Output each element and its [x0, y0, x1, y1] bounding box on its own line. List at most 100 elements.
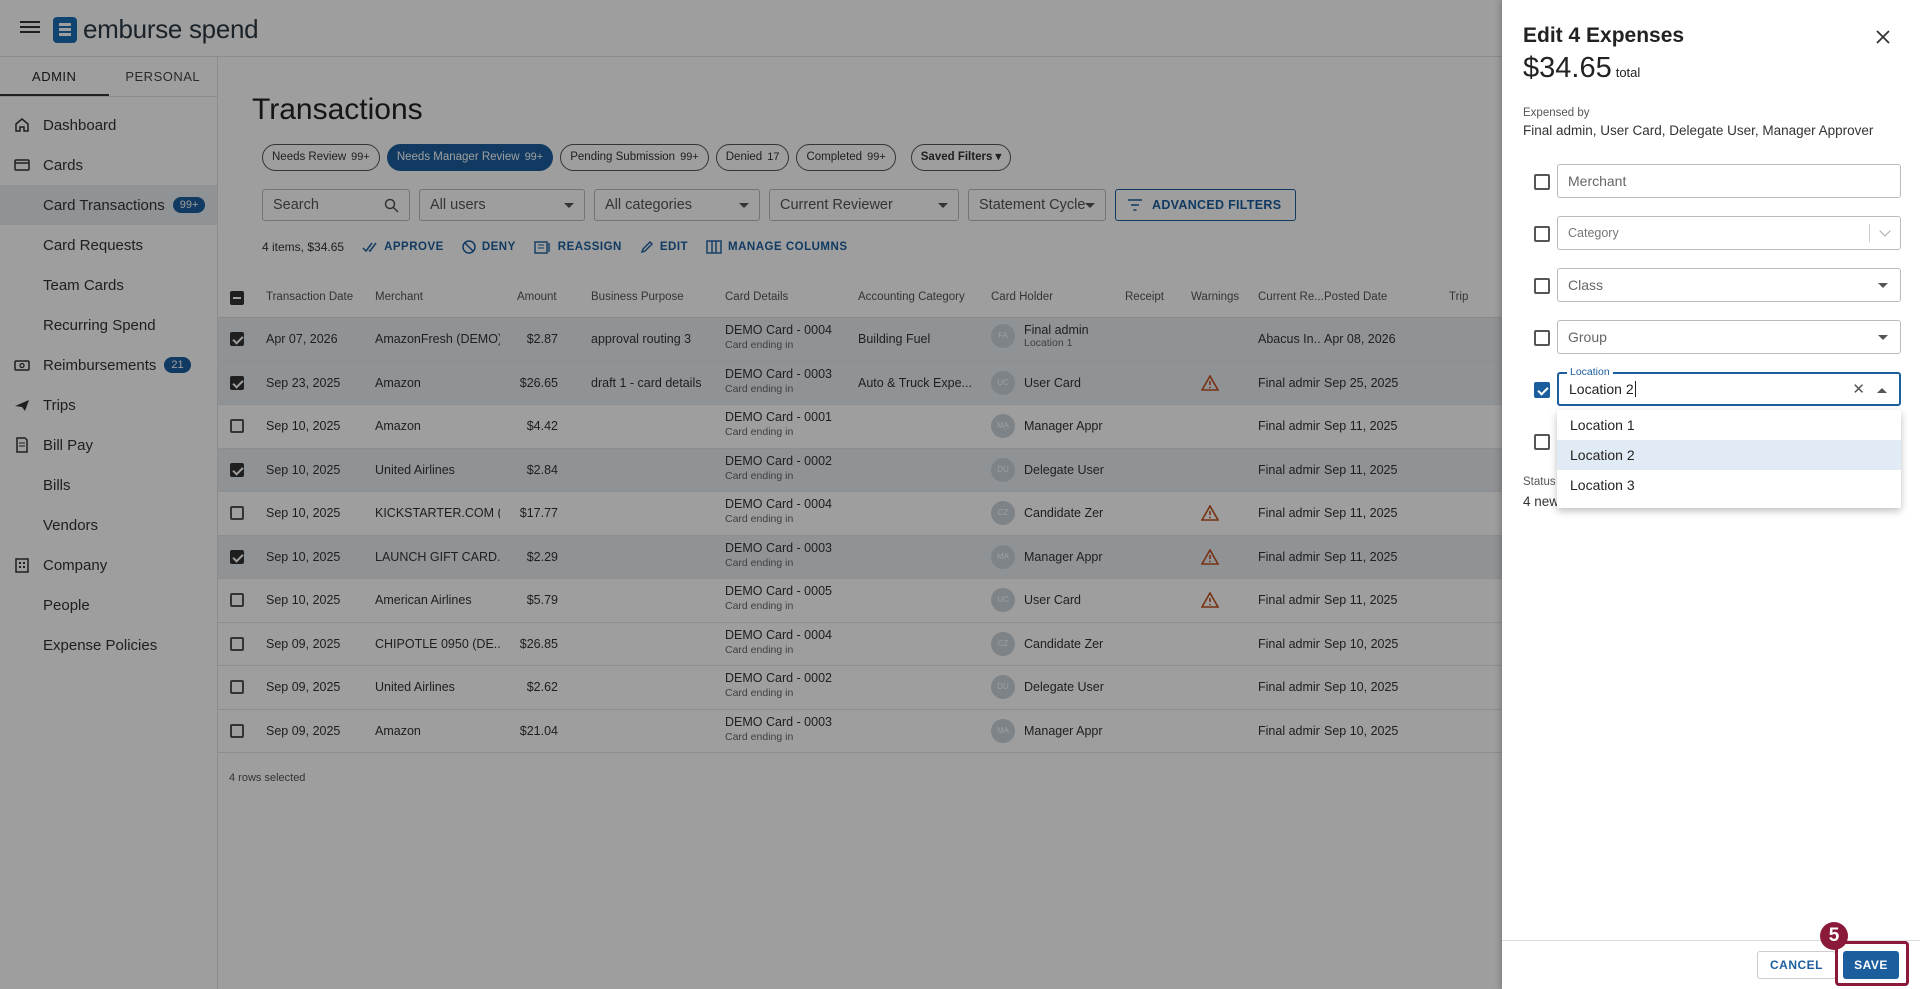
sidebar-item-trips[interactable]: Trips — [0, 385, 217, 425]
search-input[interactable]: Search — [262, 189, 410, 221]
sidebar-item-team-cards[interactable]: Team Cards — [0, 265, 217, 305]
chip-needs-review[interactable]: Needs Review 99+ — [262, 144, 380, 171]
col-current-reviewer[interactable]: Current Re... — [1258, 291, 1324, 303]
row-checkbox[interactable] — [230, 375, 244, 390]
table-row[interactable]: Apr 07, 2026 AmazonFresh (DEMO) $2.87 appro… — [218, 318, 1502, 362]
location-option[interactable]: Location 2 — [1557, 440, 1901, 470]
manage-columns-button[interactable]: MANAGE COLUMNS — [706, 240, 847, 254]
field-checkbox[interactable] — [1534, 434, 1550, 450]
table-row[interactable]: Sep 10, 2025 LAUNCH GIFT CARD... $2.29 DEMO… — [218, 535, 1502, 579]
caret-up-icon[interactable] — [1877, 388, 1887, 393]
close-icon[interactable] — [1874, 28, 1892, 46]
categories-select[interactable]: All categories — [594, 189, 760, 221]
reviewer-select[interactable]: Current Reviewer — [769, 189, 959, 221]
sidebar-item-cards[interactable]: Cards — [0, 145, 217, 185]
location-option[interactable]: Location 1 — [1570, 417, 1635, 433]
cancel-button[interactable]: CANCEL — [1757, 951, 1836, 979]
advanced-filters-button[interactable]: ADVANCED FILTERS — [1115, 189, 1297, 221]
col-receipt[interactable]: Receipt — [1125, 291, 1164, 303]
merchant-field[interactable]: Merchant — [1557, 164, 1901, 198]
col-business-purpose[interactable]: Business Purpose — [591, 291, 684, 303]
sidebar-item-card-transactions[interactable]: Card Transactions 99+ — [0, 185, 217, 225]
sidebar-item-people[interactable]: People — [0, 585, 217, 625]
avatar: DU — [991, 457, 1015, 482]
edit-button[interactable]: EDIT — [640, 240, 688, 254]
table-row[interactable]: Sep 09, 2025 United Airlines $2.62 DEMO Car… — [218, 666, 1502, 710]
col-trip[interactable]: Trip — [1449, 291, 1469, 303]
table-row[interactable]: Sep 10, 2025 American Airlines $5.79 DEMO C… — [218, 579, 1502, 623]
row-checkbox[interactable] — [230, 549, 244, 564]
table-row[interactable]: Sep 10, 2025 Amazon $4.42 DEMO Card - 0001 C… — [218, 405, 1502, 449]
table-row[interactable]: Sep 10, 2025 KICKSTARTER.COM (... $17.77 DE… — [218, 492, 1502, 536]
select-all-checkbox[interactable] — [230, 291, 244, 305]
col-posted-date[interactable]: Posted Date — [1324, 291, 1388, 303]
warning-icon[interactable] — [1201, 548, 1219, 565]
sidebar-item-recurring-spend[interactable]: Recurring Spend — [0, 305, 217, 345]
warning-icon[interactable] — [1201, 374, 1219, 391]
reassign-button[interactable]: REASSIGN — [534, 240, 622, 254]
table-row[interactable]: Sep 23, 2025 Amazon $26.65 draft 1 - card d… — [218, 361, 1502, 405]
chip-needs-manager-review[interactable]: Needs Manager Review 99+ — [386, 144, 554, 171]
sidebar-item-bill-pay[interactable]: Bill Pay — [0, 425, 217, 465]
warning-icon[interactable] — [1201, 505, 1219, 521]
cell-card-details: DEMO Card - 0002 Card ending in — [725, 454, 832, 482]
sidebar-item-company[interactable]: Company — [0, 545, 217, 585]
row-checkbox[interactable] — [230, 419, 244, 433]
saved-filters-button[interactable]: Saved Filters ▾ — [910, 144, 1012, 171]
tab-admin[interactable]: ADMIN — [0, 57, 109, 96]
card-sub: Card ending in — [725, 469, 794, 482]
chip-denied[interactable]: Denied 17 — [715, 144, 790, 171]
row-checkbox[interactable] — [230, 723, 244, 738]
holder-text: User Card — [1024, 376, 1081, 390]
table-row[interactable]: Sep 09, 2025 Amazon $21.04 DEMO Card - 0003… — [218, 710, 1502, 753]
warning-icon[interactable] — [1201, 592, 1219, 608]
sidebar-item-card-requests[interactable]: Card Requests — [0, 225, 217, 265]
cell-current-reviewer: Final admin — [1258, 375, 1320, 390]
col-accounting-category[interactable]: Accounting Category — [858, 291, 965, 303]
location-checkbox[interactable] — [1534, 382, 1550, 398]
table-row[interactable]: Sep 09, 2025 CHIPOTLE 0950 (DE... $26.85 DE… — [218, 623, 1502, 666]
location-input[interactable]: Location Location 2 ✕ — [1557, 365, 1901, 406]
col-transaction-date[interactable]: Transaction Date — [266, 291, 354, 303]
chip-pending-submission[interactable]: Pending Submission 99+ — [560, 144, 709, 171]
clear-icon[interactable]: ✕ — [1852, 381, 1865, 398]
merchant-checkbox[interactable] — [1534, 174, 1550, 190]
row-checkbox[interactable] — [230, 636, 244, 651]
group-checkbox[interactable] — [1534, 330, 1550, 346]
sidebar-item-expense-policies[interactable]: Expense Policies — [0, 625, 217, 665]
sidebar-item-vendors[interactable]: Vendors — [0, 505, 217, 545]
row-checkbox[interactable] — [230, 332, 244, 346]
row-checkbox[interactable] — [230, 506, 244, 520]
class-select[interactable]: Class — [1557, 268, 1901, 302]
sidebar-item-dashboard[interactable]: Dashboard — [0, 105, 217, 145]
location-option[interactable]: Location 3 — [1570, 477, 1635, 493]
col-card-holder[interactable]: Card Holder — [991, 291, 1053, 303]
users-value: All users — [430, 197, 486, 213]
modal-backdrop[interactable] — [0, 0, 1502, 989]
cell-amount: $2.29 — [526, 549, 558, 564]
row-checkbox[interactable] — [230, 462, 244, 477]
row-checkbox[interactable] — [230, 593, 244, 607]
approve-button[interactable]: APPROVE — [362, 241, 444, 253]
col-warnings[interactable]: Warnings — [1191, 291, 1240, 303]
save-button[interactable]: SAVE — [1843, 951, 1899, 979]
statement-cycle-select[interactable]: Statement Cycle — [968, 189, 1106, 221]
tab-personal[interactable]: PERSONAL — [125, 69, 201, 84]
menu-icon[interactable] — [20, 18, 40, 36]
class-checkbox[interactable] — [1534, 278, 1550, 294]
col-amount[interactable]: Amount — [517, 291, 557, 303]
col-merchant[interactable]: Merchant — [375, 291, 423, 303]
table-row[interactable]: Sep 10, 2025 United Airlines $2.84 DEMO Car… — [218, 448, 1502, 492]
sidebar-item-reimbursements[interactable]: Reimbursements 21 — [0, 345, 217, 385]
group-select[interactable]: Group — [1557, 320, 1901, 354]
logo[interactable]: emburse spend — [53, 14, 259, 45]
deny-button[interactable]: DENY — [462, 240, 516, 254]
col-card-details[interactable]: Card Details — [725, 291, 789, 303]
category-select[interactable]: Category — [1557, 216, 1901, 250]
sidebar-item-bills[interactable]: Bills — [0, 465, 217, 505]
users-select[interactable]: All users — [419, 189, 585, 221]
cell-date: Sep 23, 2025 — [266, 375, 341, 390]
chip-completed[interactable]: Completed 99+ — [796, 144, 896, 171]
row-checkbox[interactable] — [230, 680, 244, 694]
category-checkbox[interactable] — [1534, 226, 1550, 242]
